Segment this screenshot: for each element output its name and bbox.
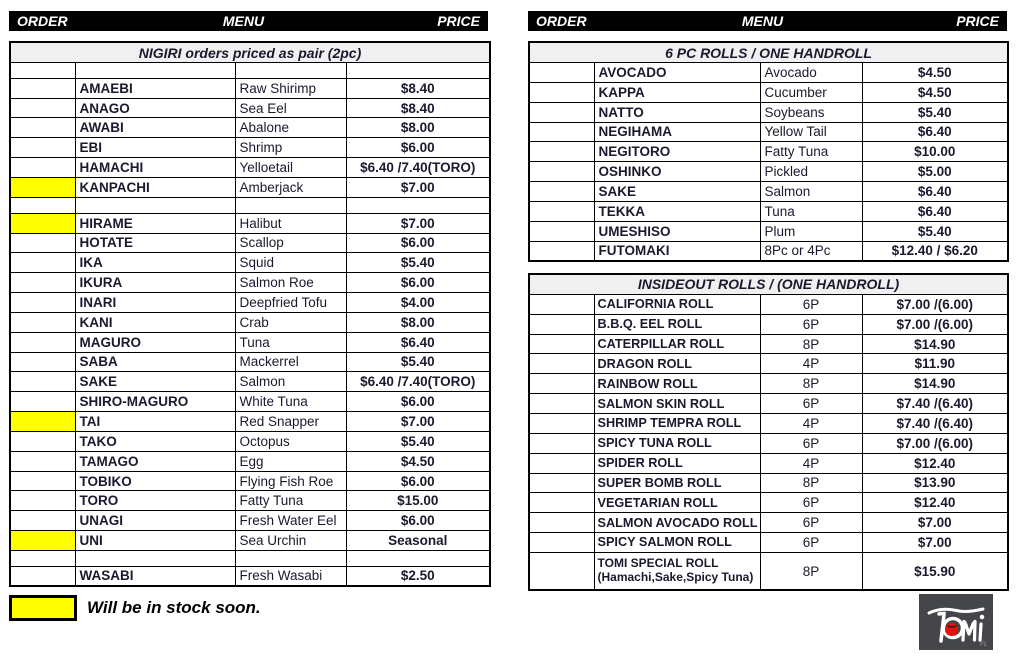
svg-text:FL: FL bbox=[980, 641, 988, 648]
